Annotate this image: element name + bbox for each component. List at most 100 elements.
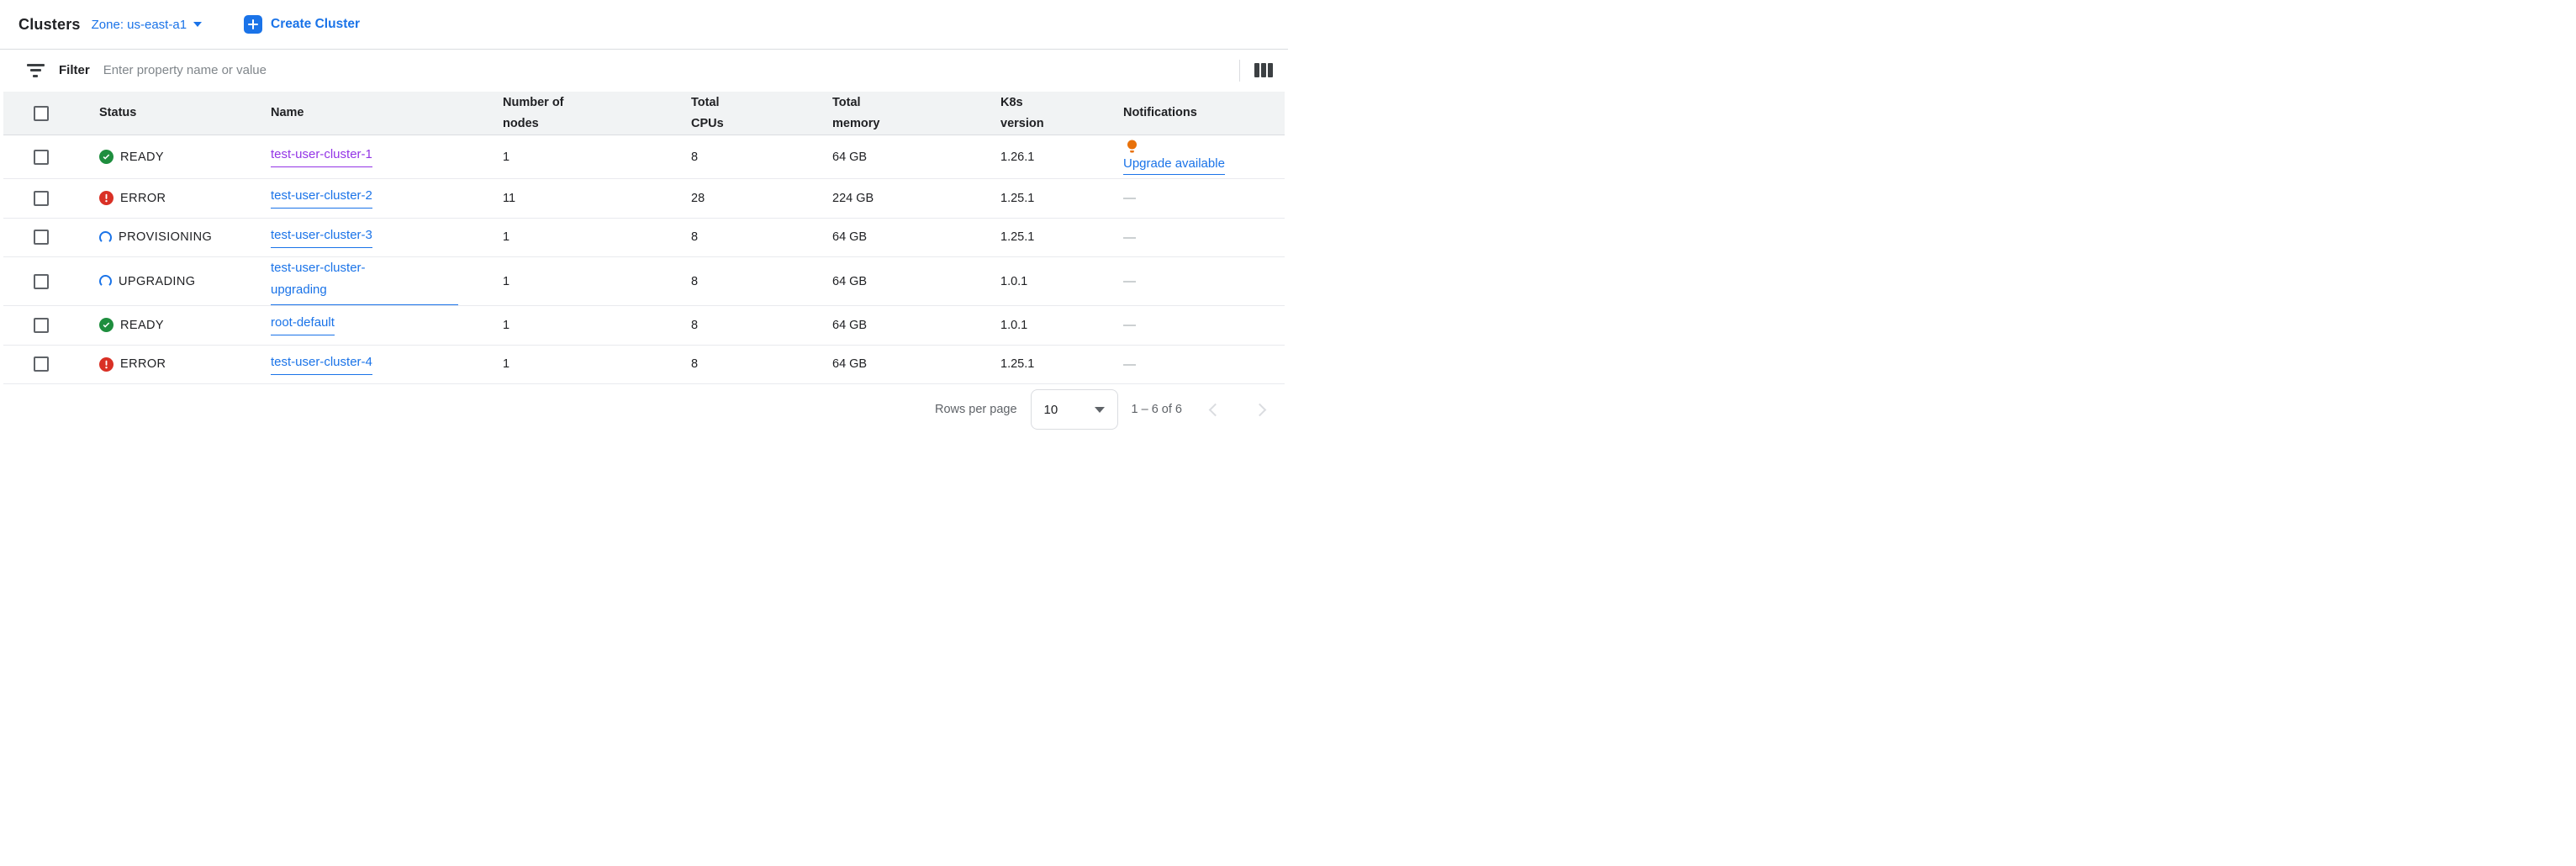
upgrade-available-link[interactable]: Upgrade available — [1123, 156, 1225, 175]
row-checkbox[interactable] — [34, 149, 49, 165]
table-row: READY test-user-cluster-1 1 8 64 GB 1.26… — [3, 135, 1285, 179]
nodes-cell: 1 — [503, 230, 510, 245]
k8s-version-cell: 1.0.1 — [1000, 318, 1028, 332]
memory-cell: 64 GB — [832, 230, 868, 245]
zone-selector[interactable]: Zone: us-east-a1 — [91, 17, 203, 32]
lightbulb-icon — [1127, 140, 1138, 153]
table-row: ERROR test-user-cluster-4 1 8 64 GB 1.25… — [3, 346, 1285, 384]
filter-bar: Filter — [0, 50, 1288, 91]
cluster-name-link[interactable]: test-user-cluster-2 — [271, 187, 372, 209]
row-checkbox[interactable] — [34, 356, 49, 372]
empty-notification-dash: — — [1123, 318, 1136, 333]
ready-check-circle-icon — [99, 150, 113, 164]
cpus-cell: 28 — [691, 191, 705, 205]
filter-input[interactable] — [103, 63, 1239, 77]
zone-selector-label: Zone: us-east-a1 — [91, 17, 187, 32]
status-label: READY — [120, 150, 164, 164]
rows-per-page-value: 10 — [1043, 402, 1058, 417]
cpus-cell: 8 — [691, 357, 699, 372]
nodes-cell: 1 — [503, 318, 510, 332]
row-checkbox[interactable] — [34, 317, 49, 333]
nodes-cell: 11 — [503, 191, 516, 205]
cpus-cell: 8 — [691, 230, 699, 245]
column-header-total-memory: Total memory — [832, 95, 880, 130]
column-header-k8s-version: K8s version — [1000, 95, 1044, 130]
rows-per-page-label: Rows per page — [935, 403, 1017, 416]
previous-page-button[interactable] — [1208, 403, 1222, 416]
table-row: ERROR test-user-cluster-2 11 28 224 GB 1… — [3, 179, 1285, 219]
empty-notification-dash: — — [1123, 191, 1136, 206]
name-cell: test-user-cluster-2 — [271, 179, 503, 218]
memory-cell: 64 GB — [832, 357, 868, 372]
column-header-number-of-nodes: Number of nodes — [503, 95, 564, 130]
filter-icon — [26, 63, 45, 77]
cluster-name-link[interactable]: test-user-cluster-1 — [271, 146, 372, 167]
row-checkbox[interactable] — [34, 190, 49, 206]
next-page-button[interactable] — [1253, 403, 1267, 416]
ready-check-circle-icon — [99, 318, 113, 333]
notifications-cell: — — [1123, 306, 1285, 345]
row-checkbox[interactable] — [34, 273, 49, 289]
empty-notification-dash: — — [1123, 356, 1136, 372]
page-header: Clusters Zone: us-east-a1 Create Cluster — [0, 0, 1288, 50]
cpus-cell: 8 — [691, 274, 699, 288]
notifications-cell: — — [1123, 346, 1285, 384]
filter-label: Filter — [59, 63, 90, 77]
cluster-name-link[interactable]: test-user-cluster-upgrading — [271, 257, 458, 305]
k8s-version-cell: 1.25.1 — [1000, 191, 1035, 205]
chevron-down-icon — [193, 22, 203, 27]
status-cell: ERROR — [99, 179, 271, 218]
spinner-icon — [99, 230, 112, 244]
row-checkbox[interactable] — [34, 230, 49, 246]
status-label: ERROR — [120, 357, 166, 372]
status-label: PROVISIONING — [119, 230, 213, 245]
k8s-version-cell: 1.26.1 — [1000, 150, 1035, 164]
empty-notification-dash: — — [1123, 274, 1136, 288]
create-cluster-button[interactable]: Create Cluster — [244, 15, 360, 34]
clusters-table: Status Name Number of nodes Total CPUs T… — [3, 92, 1285, 384]
table-row: READY root-default 1 8 64 GB 1.0.1 — — [3, 306, 1285, 346]
create-cluster-label: Create Cluster — [271, 17, 361, 31]
page-title: Clusters — [18, 15, 81, 33]
column-display-options-button[interactable] — [1251, 60, 1276, 81]
table-row: UPGRADING test-user-cluster-upgrading 1 … — [3, 257, 1285, 306]
name-cell: test-user-cluster-4 — [271, 346, 503, 384]
nodes-cell: 1 — [503, 274, 510, 288]
empty-notification-dash: — — [1123, 230, 1136, 245]
notifications-cell: — — [1123, 179, 1285, 218]
cluster-name-link[interactable]: test-user-cluster-3 — [271, 227, 372, 248]
status-cell: READY — [99, 135, 271, 178]
cluster-name-link[interactable]: root-default — [271, 314, 335, 336]
cluster-name-link[interactable]: test-user-cluster-4 — [271, 354, 372, 375]
name-cell: test-user-cluster-upgrading — [271, 257, 503, 305]
memory-cell: 224 GB — [832, 191, 874, 205]
status-cell: PROVISIONING — [99, 219, 271, 257]
chevron-down-icon — [1094, 406, 1105, 413]
k8s-version-cell: 1.25.1 — [1000, 357, 1035, 372]
notifications-cell: Upgrade available — [1123, 135, 1285, 178]
status-cell: ERROR — [99, 346, 271, 384]
error-exclamation-circle-icon — [99, 356, 113, 372]
pagination-bar: Rows per page 10 1 – 6 of 6 — [0, 384, 1288, 433]
rows-per-page-select[interactable]: 10 — [1030, 389, 1118, 430]
status-cell: READY — [99, 306, 271, 345]
name-cell: test-user-cluster-1 — [271, 135, 503, 178]
memory-cell: 64 GB — [832, 318, 868, 332]
name-cell: test-user-cluster-3 — [271, 219, 503, 257]
upgrade-notification: Upgrade available — [1123, 135, 1225, 178]
column-header-name: Name — [271, 106, 304, 119]
select-all-checkbox[interactable] — [34, 105, 49, 121]
status-label: ERROR — [120, 191, 166, 205]
nodes-cell: 1 — [503, 357, 510, 372]
clusters-page: Clusters Zone: us-east-a1 Create Cluster… — [0, 0, 1288, 433]
spinner-icon — [99, 275, 112, 288]
name-cell: root-default — [271, 306, 503, 345]
memory-cell: 64 GB — [832, 274, 868, 288]
cpus-cell: 8 — [691, 150, 699, 164]
plus-icon — [244, 15, 263, 34]
notifications-cell: — — [1123, 257, 1285, 305]
column-header-status: Status — [99, 106, 137, 119]
divider — [1239, 59, 1240, 82]
column-header-notifications: Notifications — [1123, 106, 1197, 119]
notifications-cell: — — [1123, 219, 1285, 257]
